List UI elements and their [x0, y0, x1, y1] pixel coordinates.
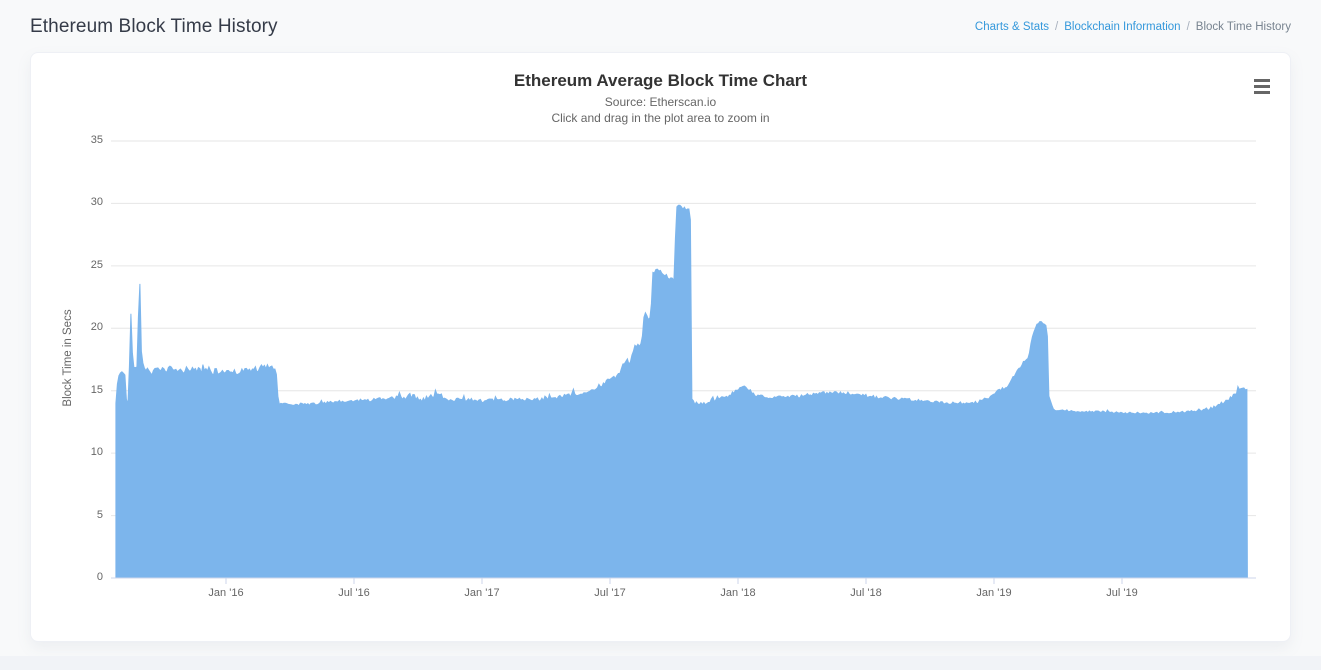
page-header: Ethereum Block Time History Charts & Sta… [0, 0, 1321, 52]
y-tick-label: 30 [90, 196, 103, 209]
y-tick-label: 0 [96, 571, 103, 583]
y-tick-label: 35 [90, 134, 103, 146]
x-tick-label: Jul '18 [850, 587, 882, 599]
hamburger-icon [1254, 78, 1270, 82]
block-time-series-area [115, 204, 1248, 579]
breadcrumb: Charts & Stats / Blockchain Information / Bl… [975, 21, 1291, 33]
y-tick-label: 5 [96, 508, 103, 521]
chart-hint: Click and drag in the plot area to zoom … [551, 111, 770, 125]
x-tick-label: Jul '19 [1106, 587, 1138, 599]
chart-subtitle: Source: Etherscan.io [604, 95, 717, 109]
y-tick-label: 20 [90, 321, 103, 334]
y-tick-label: 10 [90, 446, 103, 459]
y-tick-label: 25 [90, 258, 103, 271]
hamburger-icon [1254, 90, 1270, 94]
chart-context-menu-button[interactable] [1250, 75, 1274, 97]
breadcrumb-link-blockchain-information[interactable]: Blockchain Information [1064, 21, 1181, 33]
breadcrumb-separator: / [1186, 21, 1190, 33]
breadcrumb-current: Block Time History [1195, 21, 1291, 33]
x-tick-label: Jan '19 [976, 587, 1012, 599]
breadcrumb-link-charts-stats[interactable]: Charts & Stats [974, 21, 1050, 33]
x-tick-label: Jul '16 [338, 587, 370, 599]
block-time-area-chart [111, 140, 1256, 584]
x-tick-label: Jan '18 [720, 587, 756, 599]
y-axis-title: Block Time in Secs [62, 308, 74, 407]
chart-title: Ethereum Average Block Time Chart [513, 71, 808, 90]
x-tick-label: Jan '16 [208, 587, 244, 599]
footer-band [0, 656, 1321, 670]
page-title: Ethereum Block Time History [30, 16, 278, 37]
plot-area[interactable] [111, 141, 1256, 578]
chart-card: Ethereum Average Block Time Chart Source… [30, 52, 1291, 642]
breadcrumb-separator: / [1055, 21, 1059, 33]
x-tick-label: Jul '17 [594, 587, 626, 599]
x-tick-label: Jan '17 [464, 587, 500, 599]
hamburger-icon [1254, 84, 1270, 88]
y-tick-label: 15 [90, 383, 103, 396]
